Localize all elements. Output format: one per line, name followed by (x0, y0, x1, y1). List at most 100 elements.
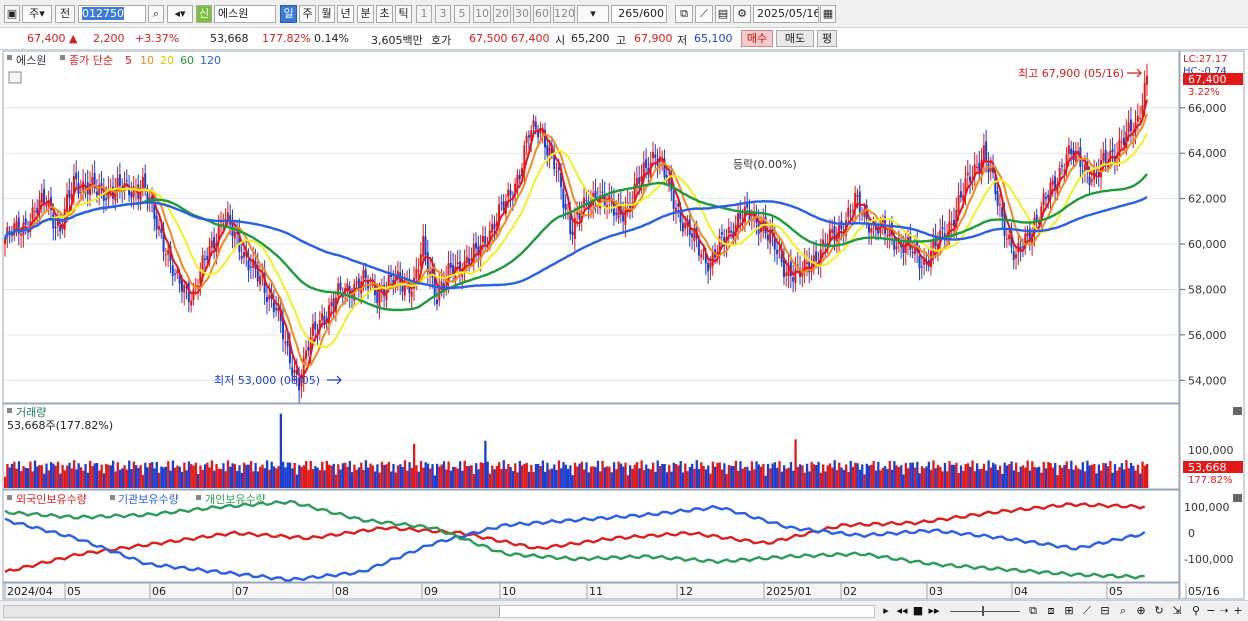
copy-icon[interactable]: ⧈ (1047, 604, 1055, 617)
num-20-button[interactable]: 20 (493, 5, 511, 23)
volume-bar (468, 465, 471, 488)
refresh-icon[interactable]: ↻ (1154, 604, 1164, 617)
volume-bar (886, 469, 889, 488)
period-type-select[interactable]: 주▾ (22, 5, 52, 23)
num-10-button[interactable]: 10 (473, 5, 491, 23)
stock-name-field[interactable]: 에스원 (214, 5, 276, 23)
volume-bar (192, 465, 195, 488)
candle-body (194, 284, 197, 287)
average-button[interactable]: 평 (817, 30, 837, 47)
candle-body (4, 239, 6, 245)
stock-chart[interactable]: 54,000 56,000 58,000 60,000 62,000 64,000 66,0… (0, 0, 1248, 600)
save-icon[interactable]: ▤ (715, 5, 731, 23)
x-tick-label: 2024/04 (7, 585, 53, 598)
layout-icon[interactable]: ⧉ (1029, 604, 1037, 617)
fast-forward-icon[interactable]: ▸▸ (928, 604, 940, 617)
count-dropdown[interactable]: ▾ (577, 5, 609, 23)
horizontal-scrollbar[interactable] (3, 605, 875, 618)
candle-body (139, 189, 142, 201)
volume-bar (160, 466, 163, 488)
num-120-button[interactable]: 120 (553, 5, 575, 23)
num-60-button[interactable]: 60 (533, 5, 551, 23)
volume-bar (1097, 464, 1101, 488)
x-tick-label: 10 (502, 585, 516, 598)
candle-body (746, 202, 749, 208)
buy-button[interactable]: 매수 (741, 30, 773, 47)
volume-bar (213, 470, 216, 488)
export-icon[interactable]: ⇲ (1172, 604, 1182, 617)
volume-bar (1051, 467, 1055, 488)
magnify-icon[interactable]: ⌕ (1119, 604, 1127, 617)
interval-minute-tab[interactable]: 분 (357, 5, 374, 23)
interval-second-tab[interactable]: 초 (376, 5, 393, 23)
volume-bar (1047, 462, 1050, 488)
candle-body (1129, 119, 1132, 132)
line-draw-icon[interactable]: ⟋ (1083, 604, 1091, 617)
interval-week-tab[interactable]: 주 (299, 5, 316, 23)
interval-tick-tab[interactable]: 틱 (395, 5, 412, 23)
num-3-button[interactable]: 3 (435, 5, 451, 23)
volume-panel-close-icon[interactable] (1233, 407, 1242, 415)
candle-body (217, 224, 220, 242)
gear-icon[interactable]: ⚙ (733, 5, 751, 23)
interval-year-tab[interactable]: 년 (337, 5, 354, 23)
sell-button[interactable]: 매도 (776, 30, 814, 47)
candle-body (72, 175, 75, 195)
volume-bar (679, 461, 682, 488)
zoom-out-icon[interactable]: − (1206, 604, 1216, 617)
volume-bar (174, 467, 177, 488)
scroll-right-icon[interactable]: ▸ (883, 604, 889, 617)
scroll-thumb[interactable] (499, 606, 874, 617)
num-5-button[interactable]: 5 (454, 5, 470, 23)
candle-body (89, 183, 92, 196)
interval-day-tab[interactable]: 일 (280, 5, 297, 23)
grid-icon[interactable]: ⊟ (1100, 604, 1110, 617)
volume-bar (252, 471, 255, 488)
volume-bar (75, 469, 78, 488)
volume-bar (562, 462, 565, 488)
volume-bar (560, 468, 563, 488)
ma5-legend: 5 (125, 54, 132, 67)
zoom-slider-track[interactable] (950, 611, 1020, 612)
stock-code-input[interactable]: 012750 (78, 5, 146, 23)
pan-right-icon[interactable]: ➝ (1219, 604, 1229, 617)
zoom-slider-handle[interactable] (982, 606, 984, 616)
candle-body (668, 177, 671, 185)
volume-bar (810, 461, 813, 488)
volume-bar (1136, 464, 1140, 488)
prev-button[interactable]: 전 (55, 5, 75, 23)
zoom-in-icon[interactable]: + (1233, 604, 1243, 617)
volume-bar (245, 464, 248, 488)
rewind-icon[interactable]: ◂◂ (896, 604, 908, 617)
date-input[interactable]: 2025/05/16 (753, 5, 819, 23)
volume-bar (548, 469, 551, 488)
compare-icon[interactable]: ⊞ (1064, 604, 1074, 617)
search-icon[interactable]: ⌕ (148, 5, 164, 23)
volume-bar (118, 469, 122, 488)
candle-body (555, 171, 558, 173)
speaker-icon[interactable]: ◂▾ (167, 5, 193, 23)
stop-icon[interactable]: ■ (912, 604, 924, 617)
holding-panel-close-icon[interactable] (1233, 494, 1242, 502)
volume-bar (1134, 470, 1137, 488)
volume-bar (748, 470, 751, 488)
count-input[interactable]: 265/600 (611, 5, 667, 23)
num-1-button[interactable]: 1 (416, 5, 432, 23)
candle-body (376, 291, 379, 304)
num-30-button[interactable]: 30 (513, 5, 531, 23)
candle-body (1081, 170, 1084, 172)
line-tool-icon[interactable]: ⟋ (695, 5, 713, 23)
interval-month-tab[interactable]: 월 (318, 5, 335, 23)
magnifier-icon[interactable]: ⚲ (1191, 604, 1201, 617)
volume-bar (1081, 462, 1084, 488)
volume-bar (36, 466, 39, 488)
price-change: 2,200 (93, 32, 125, 45)
calendar-icon[interactable]: ▦ (820, 5, 836, 23)
volume-bar (1079, 469, 1082, 488)
window-icon[interactable]: ▣ (4, 5, 20, 23)
chart-tools-icon[interactable]: ⧉ (675, 5, 693, 23)
candle-body (759, 227, 762, 233)
table-toggle-icon[interactable] (8, 71, 22, 84)
pin-icon[interactable]: ⊕ (1136, 604, 1146, 617)
volume-bar (20, 471, 23, 488)
